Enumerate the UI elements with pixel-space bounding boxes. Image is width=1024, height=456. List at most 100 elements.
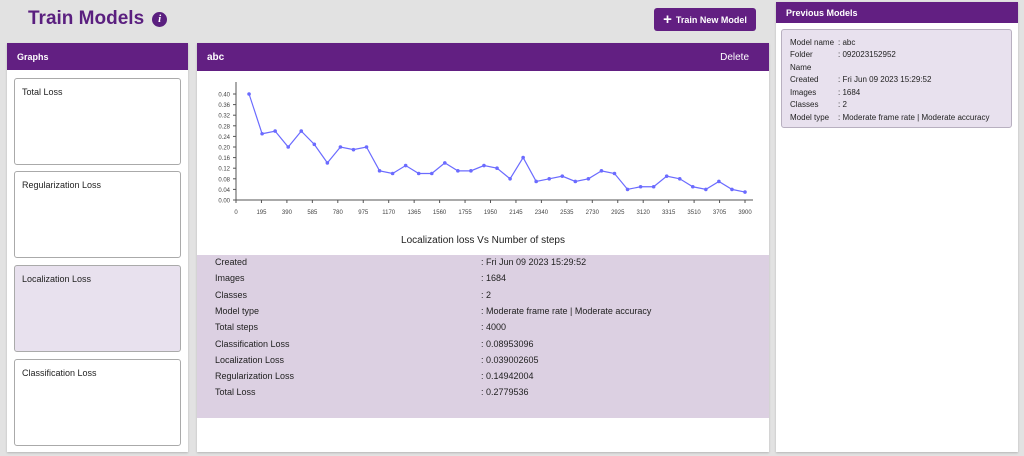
x-tick-label: 1755: [458, 210, 472, 216]
data-point: [638, 184, 643, 189]
delete-button[interactable]: Delete: [720, 51, 749, 63]
data-point: [377, 169, 382, 173]
data-point: [573, 179, 578, 184]
data-point: [456, 169, 460, 173]
data-point: [443, 161, 447, 165]
data-point: [690, 184, 695, 189]
data-point: [390, 171, 395, 176]
previous-model-value: : 1684: [838, 87, 861, 97]
detail-row: Model type : Moderate frame rate | Modera…: [215, 306, 651, 322]
data-point: [299, 129, 304, 133]
detail-row: Images : 1684: [215, 273, 506, 289]
x-tick-label: 2340: [535, 210, 549, 216]
previous-models-header: Previous Models: [776, 2, 1018, 23]
model-name: abc: [207, 51, 225, 63]
data-point: [469, 169, 473, 173]
detail-value: : Moderate frame rate | Moderate accurac…: [481, 305, 652, 316]
detail-row: Classes : 2: [215, 290, 491, 306]
detail-value: : 0.2779536: [481, 387, 529, 398]
y-tick-label: 0.28: [218, 124, 230, 130]
y-tick-label: 0.16: [218, 156, 230, 162]
data-point: [403, 163, 408, 168]
x-tick-label: 2535: [560, 210, 574, 216]
detail-label: Created: [215, 257, 248, 267]
detail-label: Total Loss: [215, 387, 256, 398]
previous-model-card[interactable]: Model name: abc Folder : 092023152952 Name C…: [781, 29, 1012, 128]
y-tick-label: 0.00: [218, 199, 230, 205]
graph-item-total-loss[interactable]: Total Loss: [14, 78, 181, 165]
previous-models-title: Previous Models: [786, 7, 858, 18]
detail-value: : Fri Jun 09 2023 15:29:52: [481, 257, 587, 267]
chart-title: Localization loss Vs Number of steps: [401, 235, 565, 246]
graph-item-regularization-loss[interactable]: Regularization Loss: [14, 171, 181, 258]
previous-model-row: Model name: abc: [790, 36, 1003, 49]
loss-chart: 0.00 0.04 0.08 0.12 0.16 0.20 0.24 0.28 0.32 0.36…: [218, 82, 753, 216]
data-point: [677, 177, 682, 181]
x-tick-label: 2145: [509, 210, 523, 216]
detail-row: Localization Loss: 0.039002605: [215, 355, 539, 371]
previous-model-label: Model name: [790, 37, 835, 47]
plus-icon: +: [663, 11, 672, 28]
x-tick-label: 2730: [586, 210, 600, 216]
x-tick-label: 3120: [637, 210, 651, 216]
previous-model-row: Images: 1684: [790, 86, 1003, 99]
graphs-header: Graphs: [7, 43, 188, 70]
data-point: [247, 92, 251, 96]
y-tick-label: 0.20: [218, 146, 230, 152]
model-panel: abc Delete 0.00 0.04 0.08 0.12 0.16 0.20 0.24 0.…: [197, 43, 769, 452]
y-tick-label: 0.32: [218, 114, 230, 120]
previous-model-row: Created: Fri Jun 09 2023 15:29:52: [790, 74, 1003, 87]
detail-label: Localization Loss: [215, 354, 285, 365]
x-tick-label: 585: [307, 210, 318, 216]
y-tick-label: 0.12: [218, 167, 230, 173]
graph-item-localization-loss[interactable]: Localization Loss: [14, 265, 181, 352]
detail-value: : 1684: [481, 273, 507, 284]
previous-model-value: : 2: [838, 100, 847, 110]
x-tick-label: 1365: [407, 210, 421, 216]
previous-model-row: Classes: 2: [790, 99, 1003, 112]
detail-value: : 0.08953096: [481, 338, 534, 349]
x-tick-label: 0: [234, 210, 238, 216]
data-point: [547, 177, 552, 181]
detail-label: Classes: [215, 289, 248, 300]
x-tick-label: 1170: [382, 210, 396, 216]
model-header: abc Delete: [197, 43, 769, 71]
y-tick-label: 0.24: [218, 135, 230, 141]
detail-row: Created : Fri Jun 09 2023 15:29:52: [215, 257, 586, 273]
info-icon[interactable]: i: [152, 11, 168, 27]
previous-model-value: : Moderate frame rate | Moderate accurac…: [838, 112, 990, 122]
y-tick-label: 0.04: [218, 188, 230, 194]
data-point: [351, 147, 356, 152]
detail-value: : 0.14942004: [481, 371, 534, 382]
data-point: [508, 177, 512, 181]
x-tick-label: 1560: [433, 210, 447, 216]
detail-label: Model type: [215, 305, 260, 316]
data-point: [364, 145, 369, 149]
graph-item-classification-loss[interactable]: Classification Loss: [14, 359, 181, 446]
data-point: [560, 174, 565, 178]
detail-row: Total steps: 4000: [215, 322, 506, 338]
x-tick-label: 975: [358, 210, 369, 216]
detail-value: : 2: [481, 289, 492, 300]
data-point: [521, 155, 525, 160]
previous-model-label: Folder: [790, 50, 813, 60]
data-point: [534, 179, 538, 184]
train-new-model-button[interactable]: + Train New Model: [654, 8, 756, 31]
y-tick-label: 0.08: [218, 177, 230, 183]
detail-label: Total steps: [215, 322, 259, 333]
data-point: [717, 179, 721, 184]
graphs-panel: Graphs Total Loss Regularization Loss Lo…: [7, 43, 188, 452]
data-point: [599, 169, 604, 173]
x-tick-label: 780: [333, 210, 344, 216]
detail-label: Images: [215, 273, 245, 284]
detail-label: Regularization Loss: [215, 371, 295, 382]
previous-model-label: Name: [790, 62, 812, 72]
previous-model-value: : Fri Jun 09 2023 15:29:52: [838, 75, 932, 85]
data-point: [743, 190, 747, 194]
x-tick-label: 3900: [738, 210, 752, 216]
previous-model-row: Folder : 092023152952: [790, 49, 1003, 62]
x-tick-label: 3705: [713, 210, 727, 216]
model-details: Created : Fri Jun 09 2023 15:29:52 Images:…: [197, 255, 769, 418]
previous-model-value: : 092023152952: [838, 50, 896, 60]
x-tick-label: 195: [256, 210, 267, 216]
